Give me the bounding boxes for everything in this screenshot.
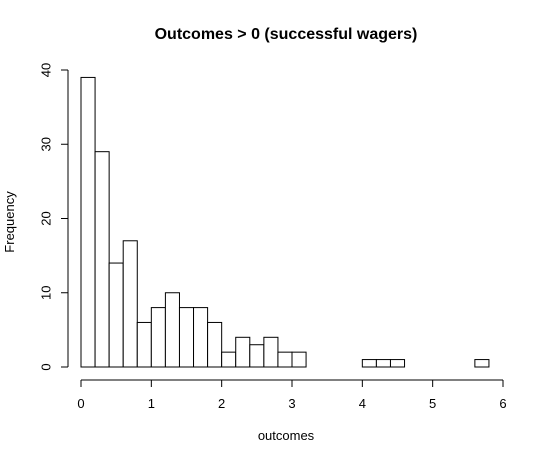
histogram-bar (221, 351, 237, 368)
histogram-bar (249, 344, 265, 368)
y-tick-label: 10 (39, 286, 54, 300)
x-tick-label: 1 (148, 396, 155, 411)
x-tick-label: 2 (218, 396, 225, 411)
histogram-bar (193, 307, 209, 368)
y-tick-label: 0 (39, 363, 54, 370)
histogram-bar (277, 351, 293, 368)
histogram-bar (361, 359, 377, 368)
histogram-bar (150, 307, 166, 368)
histogram-bar (291, 351, 307, 368)
histogram-bar (263, 336, 279, 368)
histogram-bar (80, 76, 96, 368)
x-tick-label: 4 (359, 396, 366, 411)
histogram-bar (375, 359, 391, 368)
histogram-bar (389, 359, 406, 368)
x-tick-label: 3 (288, 396, 295, 411)
x-axis-label: outcomes (258, 428, 315, 443)
x-axis: 0 1 2 3 4 5 6 (77, 379, 507, 411)
y-axis-label: Frequency (2, 191, 17, 253)
histogram-bar (474, 359, 490, 368)
histogram-bar (164, 292, 180, 368)
histogram-bar (235, 336, 251, 368)
histogram-bar (122, 240, 138, 368)
x-tick-label: 5 (429, 396, 436, 411)
histogram-bar (207, 321, 223, 368)
x-tick-label: 0 (77, 396, 84, 411)
y-tick-label: 30 (39, 137, 54, 151)
histogram-bar (136, 321, 152, 368)
histogram-bar (108, 262, 124, 368)
y-axis: 0 10 20 30 40 (39, 63, 69, 371)
histogram-bar (94, 151, 110, 368)
y-tick-label: 20 (39, 211, 54, 225)
chart-title: Outcomes > 0 (successful wagers) (155, 26, 418, 43)
histogram-bar (178, 307, 195, 368)
x-tick-label: 6 (499, 396, 506, 411)
y-tick-label: 40 (39, 63, 54, 77)
bars-group (80, 76, 490, 368)
